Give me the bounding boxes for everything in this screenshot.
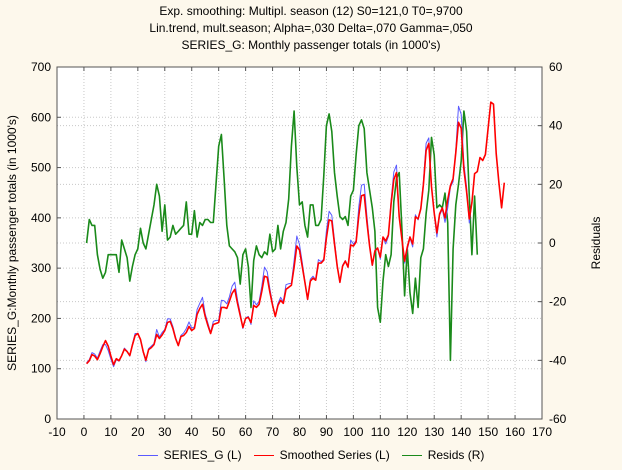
x-tick-label: -10 <box>48 425 66 439</box>
legend-swatch-series-g <box>137 454 158 456</box>
y2-tick-label: 40 <box>549 119 563 133</box>
legend-swatch-resids <box>401 454 422 456</box>
legend-item-resids[interactable]: Resids (R) <box>401 448 485 462</box>
x-tick-label: 80 <box>293 425 307 439</box>
y-tick-label: 500 <box>31 161 51 175</box>
y2-axis-label: Residuals <box>589 217 603 270</box>
resids-line <box>85 110 479 362</box>
x-tick-label: 170 <box>532 425 552 439</box>
x-tick-label: 30 <box>158 425 172 439</box>
y2-tick-label: -20 <box>549 295 567 309</box>
y2-tick-label: 60 <box>549 60 563 74</box>
legend-swatch-smoothed <box>253 454 274 456</box>
y2-tick-label: -40 <box>549 353 567 367</box>
legend-label-series-g: SERIES_G (L) <box>163 448 242 462</box>
y-tick-label: 400 <box>31 211 51 225</box>
chart-title-line-2: Lin.trend, mult.season; Alpha=,030 Delta… <box>149 21 473 35</box>
x-tick-label: 40 <box>185 425 199 439</box>
y2-tick-label: 20 <box>549 177 563 191</box>
x-tick-label: 130 <box>424 425 444 439</box>
x-tick-label: 110 <box>371 425 390 439</box>
legend-label-resids: Resids (R) <box>427 448 485 462</box>
x-tick-label: 60 <box>239 425 253 439</box>
chart-title-line-3: SERIES_G: Monthly passenger totals (in 1… <box>181 38 441 52</box>
x-tick-label: 120 <box>397 425 417 439</box>
x-tick-label: 70 <box>266 425 280 439</box>
x-tick-label: 10 <box>104 425 118 439</box>
y-tick-label: 600 <box>31 110 51 124</box>
legend-item-series-g[interactable]: SERIES_G (L) <box>137 448 242 462</box>
x-tick-label: 140 <box>451 425 471 439</box>
y2-tick-label: -60 <box>549 412 567 426</box>
y-tick-label: 200 <box>31 311 51 325</box>
x-tick-label: 160 <box>505 425 525 439</box>
chart-title-line-1: Exp. smoothing: Multipl. season (12) S0=… <box>159 4 463 18</box>
y-tick-label: 100 <box>31 362 51 376</box>
y-axis-label: SERIES_G:Monthly passenger totals (in 10… <box>5 115 19 371</box>
y-tick-label: 700 <box>31 60 51 74</box>
x-tick-label: 20 <box>131 425 145 439</box>
y-axis-right: -60 -40 -20 0 20 40 60 <box>538 60 567 426</box>
x-tick-label: 150 <box>478 425 498 439</box>
x-tick-label: 50 <box>212 425 226 439</box>
legend: SERIES_G (L) Smoothed Series (L) Resids … <box>0 448 622 462</box>
x-tick-label: 100 <box>343 425 363 439</box>
y2-tick-label: 0 <box>549 236 556 250</box>
y-axis-left: 0 100 200 300 400 500 600 700 <box>31 60 61 426</box>
legend-label-smoothed: Smoothed Series (L) <box>279 448 390 462</box>
y-tick-label: 300 <box>31 261 51 275</box>
x-tick-label: 90 <box>320 425 334 439</box>
series-layer <box>85 101 506 368</box>
legend-item-smoothed[interactable]: Smoothed Series (L) <box>253 448 390 462</box>
x-tick-label: 0 <box>81 425 88 439</box>
x-axis: -10 0 10 20 30 40 50 60 70 80 90 100 110 120 130 140 150… <box>48 67 552 439</box>
y-tick-label: 0 <box>44 412 51 426</box>
smoothed-series-line <box>86 101 506 366</box>
